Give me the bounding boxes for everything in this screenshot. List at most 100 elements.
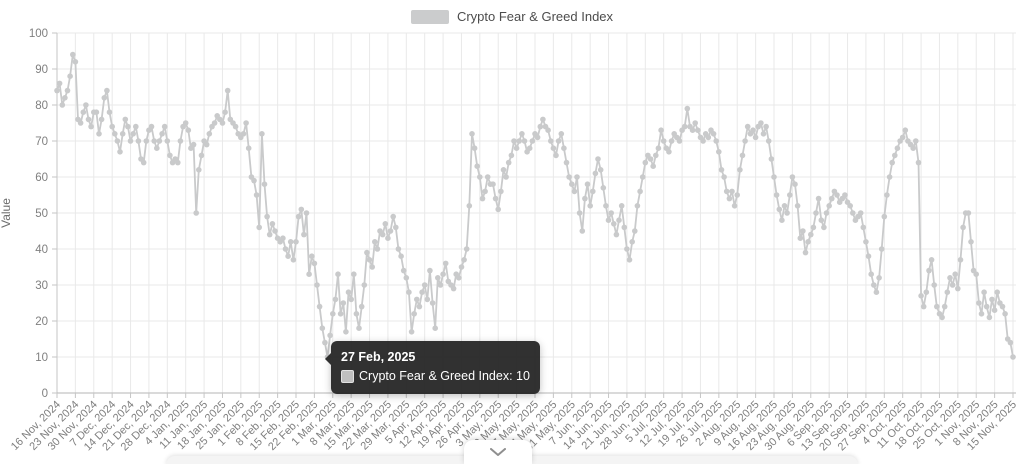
data-point[interactable] xyxy=(156,138,163,144)
data-point[interactable] xyxy=(540,116,546,123)
data-point[interactable] xyxy=(1002,311,1008,317)
data-point[interactable] xyxy=(944,289,951,296)
data-point[interactable] xyxy=(161,123,168,130)
data-point[interactable] xyxy=(529,138,536,144)
data-point[interactable] xyxy=(716,149,722,155)
data-point[interactable] xyxy=(106,109,113,115)
data-point[interactable] xyxy=(915,159,922,166)
data-point[interactable] xyxy=(802,249,809,256)
data-point[interactable] xyxy=(700,138,706,144)
data-point[interactable] xyxy=(77,120,84,126)
data-point[interactable] xyxy=(490,181,496,187)
data-point[interactable] xyxy=(306,271,312,278)
data-point[interactable] xyxy=(119,131,126,137)
data-point[interactable] xyxy=(361,282,368,288)
data-point[interactable] xyxy=(818,217,825,223)
data-point[interactable] xyxy=(185,127,192,133)
data-point[interactable] xyxy=(311,260,318,267)
data-point[interactable] xyxy=(960,224,966,231)
data-point[interactable] xyxy=(821,224,827,231)
data-point[interactable] xyxy=(219,120,226,126)
data-point[interactable] xyxy=(408,329,415,335)
data-point[interactable] xyxy=(83,102,89,108)
data-point[interactable] xyxy=(193,210,199,216)
data-point[interactable] xyxy=(655,145,662,151)
data-point[interactable] xyxy=(726,195,733,202)
data-point[interactable] xyxy=(986,314,993,321)
data-point[interactable] xyxy=(968,239,974,245)
data-point[interactable] xyxy=(519,131,525,137)
data-point[interactable] xyxy=(592,170,599,177)
data-point[interactable] xyxy=(787,192,793,198)
data-point[interactable] xyxy=(991,307,998,314)
data-point[interactable] xyxy=(941,303,948,310)
data-point[interactable] xyxy=(947,275,953,281)
data-point[interactable] xyxy=(910,145,916,151)
data-point[interactable] xyxy=(666,149,672,155)
data-point[interactable] xyxy=(561,145,567,151)
data-point[interactable] xyxy=(466,203,473,209)
data-point[interactable] xyxy=(72,59,79,65)
data-point[interactable] xyxy=(886,174,893,180)
data-point[interactable] xyxy=(461,257,467,263)
data-point[interactable] xyxy=(632,228,638,234)
data-point[interactable] xyxy=(548,138,554,144)
data-point[interactable] xyxy=(133,123,139,130)
data-point[interactable] xyxy=(571,188,578,195)
data-point[interactable] xyxy=(584,181,591,187)
data-point[interactable] xyxy=(553,152,559,159)
data-point[interactable] xyxy=(393,224,399,231)
data-point[interactable] xyxy=(920,303,927,310)
data-point[interactable] xyxy=(857,210,864,216)
data-point[interactable] xyxy=(873,289,880,296)
data-point[interactable] xyxy=(800,228,806,234)
data-point[interactable] xyxy=(495,206,502,213)
chart-legend[interactable]: Crypto Fear & Greed Index xyxy=(0,9,1024,24)
data-point[interactable] xyxy=(96,131,102,137)
data-point[interactable] xyxy=(558,131,565,137)
data-point[interactable] xyxy=(450,285,457,292)
data-point[interactable] xyxy=(949,282,956,288)
data-point[interactable] xyxy=(695,127,701,133)
data-point[interactable] xyxy=(266,231,273,238)
data-point[interactable] xyxy=(301,231,307,238)
data-point[interactable] xyxy=(327,332,333,339)
data-point[interactable] xyxy=(335,271,341,278)
data-point[interactable] xyxy=(637,188,643,195)
data-point[interactable] xyxy=(203,141,210,148)
data-point[interactable] xyxy=(789,174,796,180)
data-point[interactable] xyxy=(456,275,462,281)
data-point[interactable] xyxy=(164,138,171,144)
data-point[interactable] xyxy=(379,231,386,238)
data-point[interactable] xyxy=(768,156,775,162)
data-point[interactable] xyxy=(976,300,982,306)
data-point[interactable] xyxy=(526,145,533,151)
data-point[interactable] xyxy=(771,174,777,180)
data-point[interactable] xyxy=(382,221,389,227)
data-point[interactable] xyxy=(196,167,202,173)
data-point[interactable] xyxy=(603,203,609,209)
data-point[interactable] xyxy=(876,275,882,281)
data-point[interactable] xyxy=(653,152,659,159)
data-point[interactable] xyxy=(813,210,819,216)
data-point[interactable] xyxy=(484,174,491,180)
data-point[interactable] xyxy=(143,138,150,144)
data-point[interactable] xyxy=(140,159,147,166)
data-point[interactable] xyxy=(692,120,698,126)
data-point[interactable] xyxy=(913,138,919,144)
data-point[interactable] xyxy=(93,109,100,115)
data-point[interactable] xyxy=(994,289,1000,296)
data-point[interactable] xyxy=(621,224,628,231)
data-point[interactable] xyxy=(871,282,877,288)
data-point[interactable] xyxy=(511,138,517,144)
data-point[interactable] xyxy=(574,174,580,180)
data-point[interactable] xyxy=(763,123,769,130)
data-point[interactable] xyxy=(224,87,231,94)
data-point[interactable] xyxy=(211,120,218,126)
data-point[interactable] xyxy=(251,177,257,184)
data-point[interactable] xyxy=(295,213,302,220)
data-point[interactable] xyxy=(503,174,509,180)
data-point[interactable] xyxy=(892,152,898,159)
data-point[interactable] xyxy=(955,285,961,292)
data-point[interactable] xyxy=(282,246,289,252)
